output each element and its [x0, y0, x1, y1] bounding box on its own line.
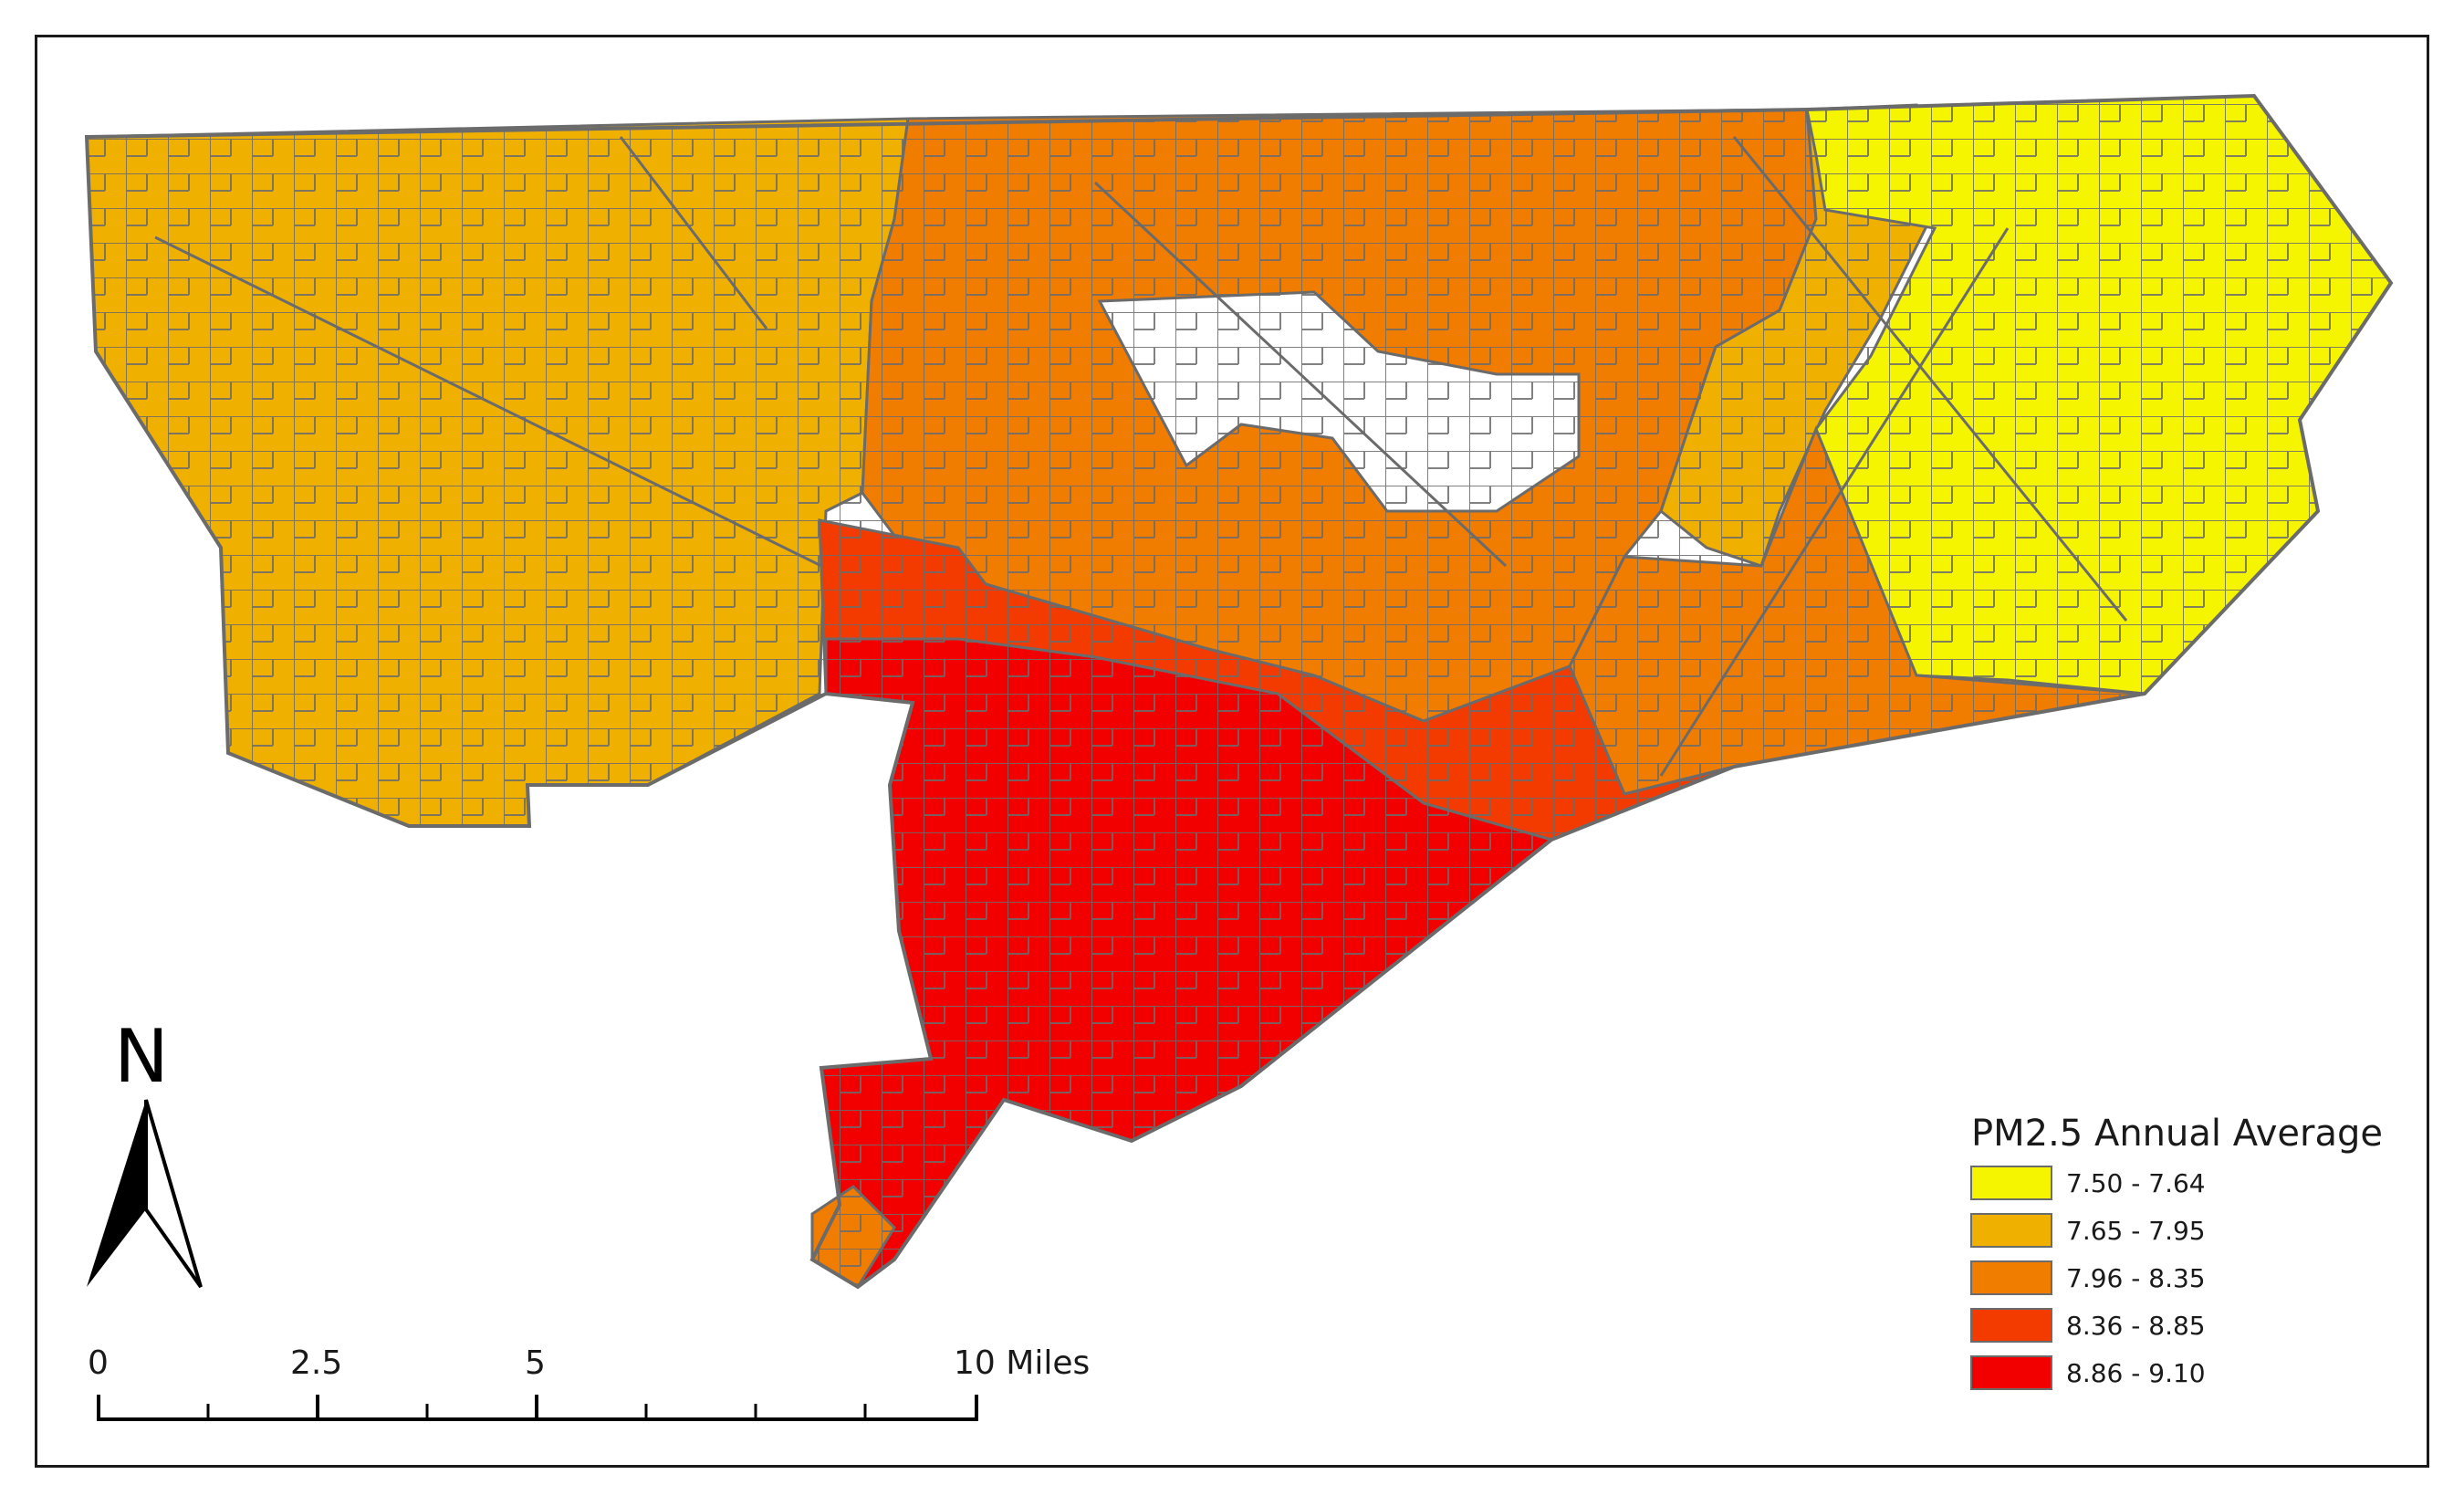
scale-label-0: 0 [88, 1344, 109, 1382]
scale-bar: 0 2.5 5 10 Miles [88, 1344, 1090, 1421]
legend-label-3: 8.36 - 8.85 [2066, 1311, 2206, 1341]
legend-label-2: 7.96 - 8.35 [2066, 1263, 2206, 1293]
legend-label-4: 8.86 - 9.10 [2066, 1358, 2206, 1388]
map-frame [35, 35, 2429, 1468]
legend-swatch-3 [1970, 1308, 2052, 1343]
legend-swatch-0 [1970, 1166, 2052, 1200]
legend-swatch-1 [1970, 1213, 2052, 1248]
legend-label-0: 7.50 - 7.64 [2066, 1168, 2206, 1198]
north-arrow: N [87, 1014, 203, 1289]
north-arrow-icon-outline [144, 1099, 203, 1289]
north-arrow-label: N [114, 1014, 169, 1099]
legend: PM2.5 Annual Average 7.50 - 7.64 7.65 - 7… [1970, 1113, 2383, 1390]
legend-label-1: 7.65 - 7.95 [2066, 1216, 2206, 1246]
legend-swatch-4 [1970, 1355, 2052, 1390]
north-arrow-icon [87, 1100, 146, 1287]
city-boundary [84, 93, 2394, 1290]
legend-swatch-2 [1970, 1260, 2052, 1295]
scale-label-10-miles: 10 Miles [954, 1344, 1090, 1382]
legend-title: PM2.5 Annual Average [1971, 1113, 2383, 1155]
scale-label-2-5: 2.5 [290, 1344, 342, 1382]
scale-label-5: 5 [525, 1344, 546, 1382]
